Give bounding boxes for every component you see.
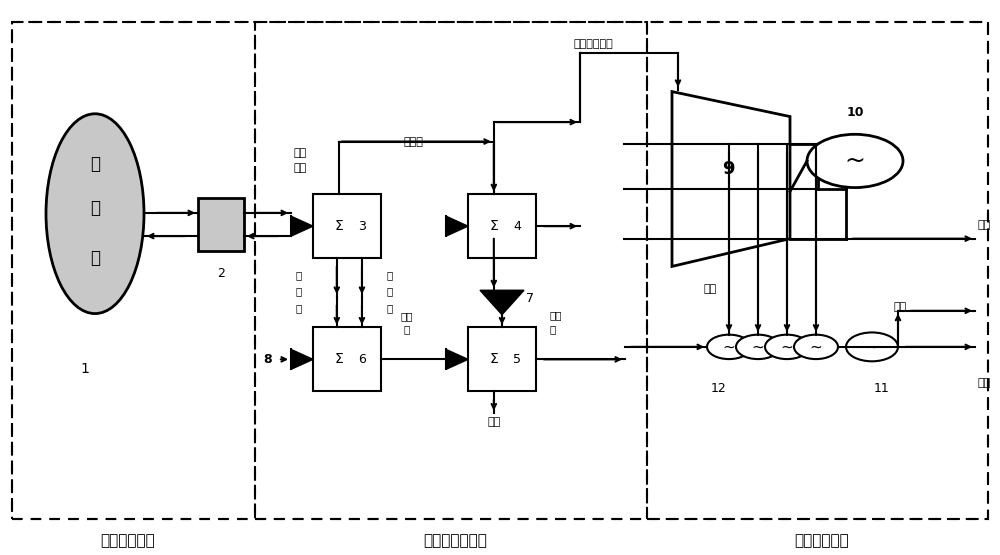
Text: 溶: 溶 [387,286,393,296]
Text: ~: ~ [866,339,878,355]
Text: 吸收式热泵单元: 吸收式热泵单元 [423,533,487,549]
Text: 5: 5 [513,353,521,366]
Polygon shape [480,290,524,315]
Bar [647,22,988,519]
Circle shape [736,335,780,359]
Text: Σ: Σ [334,219,343,233]
Text: 高温高压蒸汽: 高温高压蒸汽 [573,39,613,49]
Text: 9: 9 [722,160,734,178]
Text: 溶: 溶 [296,286,302,296]
Text: 液: 液 [387,303,393,313]
Text: Σ: Σ [334,352,343,366]
Circle shape [846,332,898,361]
Bar [198,198,244,251]
Text: ~: ~ [810,339,822,355]
Text: 1: 1 [81,362,89,376]
Text: Σ: Σ [489,352,498,366]
Text: 制冷剂: 制冷剂 [403,137,423,147]
Text: 8: 8 [264,353,272,366]
Text: 制冷: 制冷 [401,311,413,321]
Text: 工质: 工质 [293,163,307,173]
Text: 剂: 剂 [550,324,556,334]
Circle shape [765,335,809,359]
Text: 剂: 剂 [404,325,410,335]
Text: 稀: 稀 [296,270,302,280]
Bar [468,194,536,258]
Text: ~: ~ [752,339,764,355]
Bar [12,22,255,519]
Text: 6: 6 [358,353,366,366]
Polygon shape [446,350,468,370]
Text: 应: 应 [90,199,100,217]
Text: 浓: 浓 [387,270,393,280]
Text: ~: ~ [845,149,865,173]
Text: 12: 12 [711,382,727,395]
Ellipse shape [46,114,144,314]
Text: 排汽: 排汽 [978,220,991,230]
Bar [468,327,536,391]
Polygon shape [291,350,313,370]
Text: 11: 11 [874,382,890,395]
Circle shape [807,134,903,188]
Text: 堆: 堆 [90,249,100,267]
Bar [255,22,647,519]
Text: 疏水: 疏水 [978,378,991,388]
Text: 传热: 传热 [293,148,307,158]
Text: Σ: Σ [489,219,498,233]
Text: 反: 反 [90,155,100,173]
Bar [313,194,381,258]
Text: 7: 7 [526,291,534,305]
Circle shape [707,335,751,359]
Text: 3: 3 [358,220,366,233]
Polygon shape [672,92,790,266]
Text: 4: 4 [513,220,521,233]
Text: 核反应堆单元: 核反应堆单元 [101,533,155,549]
Bar [313,327,381,391]
Text: 给水: 给水 [893,302,907,312]
Polygon shape [446,216,468,236]
Text: ~: ~ [723,339,735,355]
Text: 动力发电单元: 动力发电单元 [795,533,849,549]
Polygon shape [291,216,313,236]
Text: 制冷: 制冷 [550,310,562,320]
Bar [12,22,988,519]
Text: 液: 液 [296,303,302,313]
Text: 抽汽: 抽汽 [703,284,717,294]
Text: 2: 2 [217,266,225,280]
Text: 给水: 给水 [487,417,500,427]
Text: 10: 10 [846,105,864,119]
Circle shape [794,335,838,359]
Text: ~: ~ [781,339,793,355]
